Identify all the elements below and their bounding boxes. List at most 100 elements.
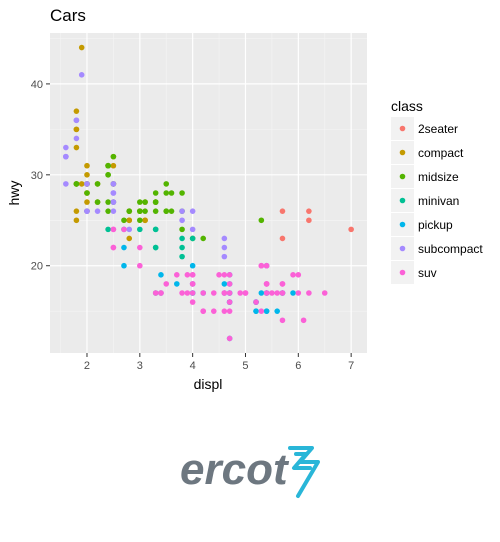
point-midsize <box>94 199 101 205</box>
point-midsize <box>168 208 175 214</box>
point-subcompact <box>94 208 101 214</box>
y-tick-label: 30 <box>31 170 43 182</box>
point-midsize <box>110 153 117 160</box>
point-suv <box>300 317 307 324</box>
point-pickup <box>274 308 280 314</box>
point-midsize <box>137 217 143 224</box>
point-pickup <box>189 262 196 269</box>
point-suv <box>137 262 143 269</box>
point-midsize <box>105 199 111 205</box>
point-suv <box>184 272 191 278</box>
point-compact <box>73 144 80 151</box>
lightning-bolt-icon <box>288 446 320 498</box>
point-compact <box>84 162 90 169</box>
point-suv <box>237 290 243 296</box>
point-suv <box>258 308 265 314</box>
point-suv <box>200 308 207 314</box>
point-midsize <box>73 181 80 187</box>
point-suv <box>221 308 228 314</box>
ercot-logo: ercot <box>180 445 320 498</box>
point-suv <box>279 281 286 287</box>
point-pickup <box>158 272 164 278</box>
point-suv <box>269 290 275 296</box>
point-midsize <box>137 199 143 205</box>
point-midsize <box>152 199 159 205</box>
point-suv <box>226 272 233 278</box>
point-suv <box>179 290 185 296</box>
point-compact <box>126 235 133 242</box>
point-suv <box>226 281 233 287</box>
point-compact <box>126 217 133 224</box>
point-midsize <box>163 181 170 187</box>
point-midsize <box>163 190 170 196</box>
point-compact <box>73 108 80 114</box>
point-compact <box>142 217 148 224</box>
point-subcompact <box>63 153 69 160</box>
point-midsize <box>258 217 265 224</box>
point-suv <box>290 272 296 278</box>
point-subcompact <box>179 208 185 214</box>
legend-label-pickup: pickup <box>418 218 453 232</box>
point-minivan <box>179 253 185 260</box>
point-compact <box>73 126 80 133</box>
point-subcompact <box>78 72 85 78</box>
point-suv <box>210 308 217 314</box>
x-tick-label: 6 <box>295 360 301 372</box>
point-compact <box>73 208 80 214</box>
legend-swatch-pickup <box>399 221 406 228</box>
point-suv <box>221 272 228 278</box>
point-compact <box>78 181 85 187</box>
x-tick-label: 2 <box>84 360 90 372</box>
point-subcompact <box>63 144 69 151</box>
point-midsize <box>105 162 111 169</box>
point-midsize <box>84 190 90 196</box>
point-subcompact <box>84 181 90 187</box>
point-subcompact <box>110 181 117 187</box>
point-minivan <box>152 244 159 251</box>
legend-label-suv: suv <box>418 266 437 280</box>
point-midsize <box>105 172 111 178</box>
logo-wordmark: ercot <box>180 445 290 494</box>
point-minivan <box>179 235 185 242</box>
point-suv <box>110 226 117 233</box>
point-suv <box>306 290 312 296</box>
point-pickup <box>263 308 270 314</box>
point-compact <box>110 162 117 169</box>
x-tick-label: 7 <box>348 360 354 372</box>
legend-title: class <box>391 98 423 114</box>
point-suv <box>253 299 259 305</box>
point-midsize <box>94 181 101 187</box>
point-subcompact <box>84 208 90 214</box>
point-pickup <box>221 281 228 287</box>
legend-swatch-compact <box>399 149 406 156</box>
point-suv <box>274 290 280 296</box>
point-subcompact <box>110 190 117 196</box>
point-2seater <box>306 217 312 224</box>
point-suv <box>258 262 265 269</box>
legend-swatch-minivan <box>399 197 406 204</box>
point-suv <box>189 299 196 305</box>
point-2seater <box>279 208 286 214</box>
point-midsize <box>179 226 185 233</box>
point-subcompact <box>189 226 196 233</box>
point-minivan <box>137 226 143 233</box>
point-subcompact <box>221 244 228 251</box>
x-tick-label: 4 <box>190 360 196 372</box>
point-pickup <box>253 308 259 314</box>
point-minivan <box>105 226 111 233</box>
point-suv <box>189 290 196 296</box>
point-suv <box>279 290 286 296</box>
point-suv <box>226 335 233 342</box>
point-midsize <box>168 190 175 196</box>
y-tick-label: 40 <box>31 79 43 91</box>
point-subcompact <box>110 208 117 214</box>
chart-title: Cars <box>50 6 86 25</box>
point-suv <box>242 290 249 296</box>
point-2seater <box>279 235 286 242</box>
x-tick-label: 5 <box>242 360 248 372</box>
point-suv <box>263 281 270 287</box>
point-suv <box>226 299 233 305</box>
point-midsize <box>137 208 143 214</box>
legend: 2seater compact midsize minivan pickup subcom… <box>391 117 483 284</box>
legend-label-compact: compact <box>418 146 464 160</box>
